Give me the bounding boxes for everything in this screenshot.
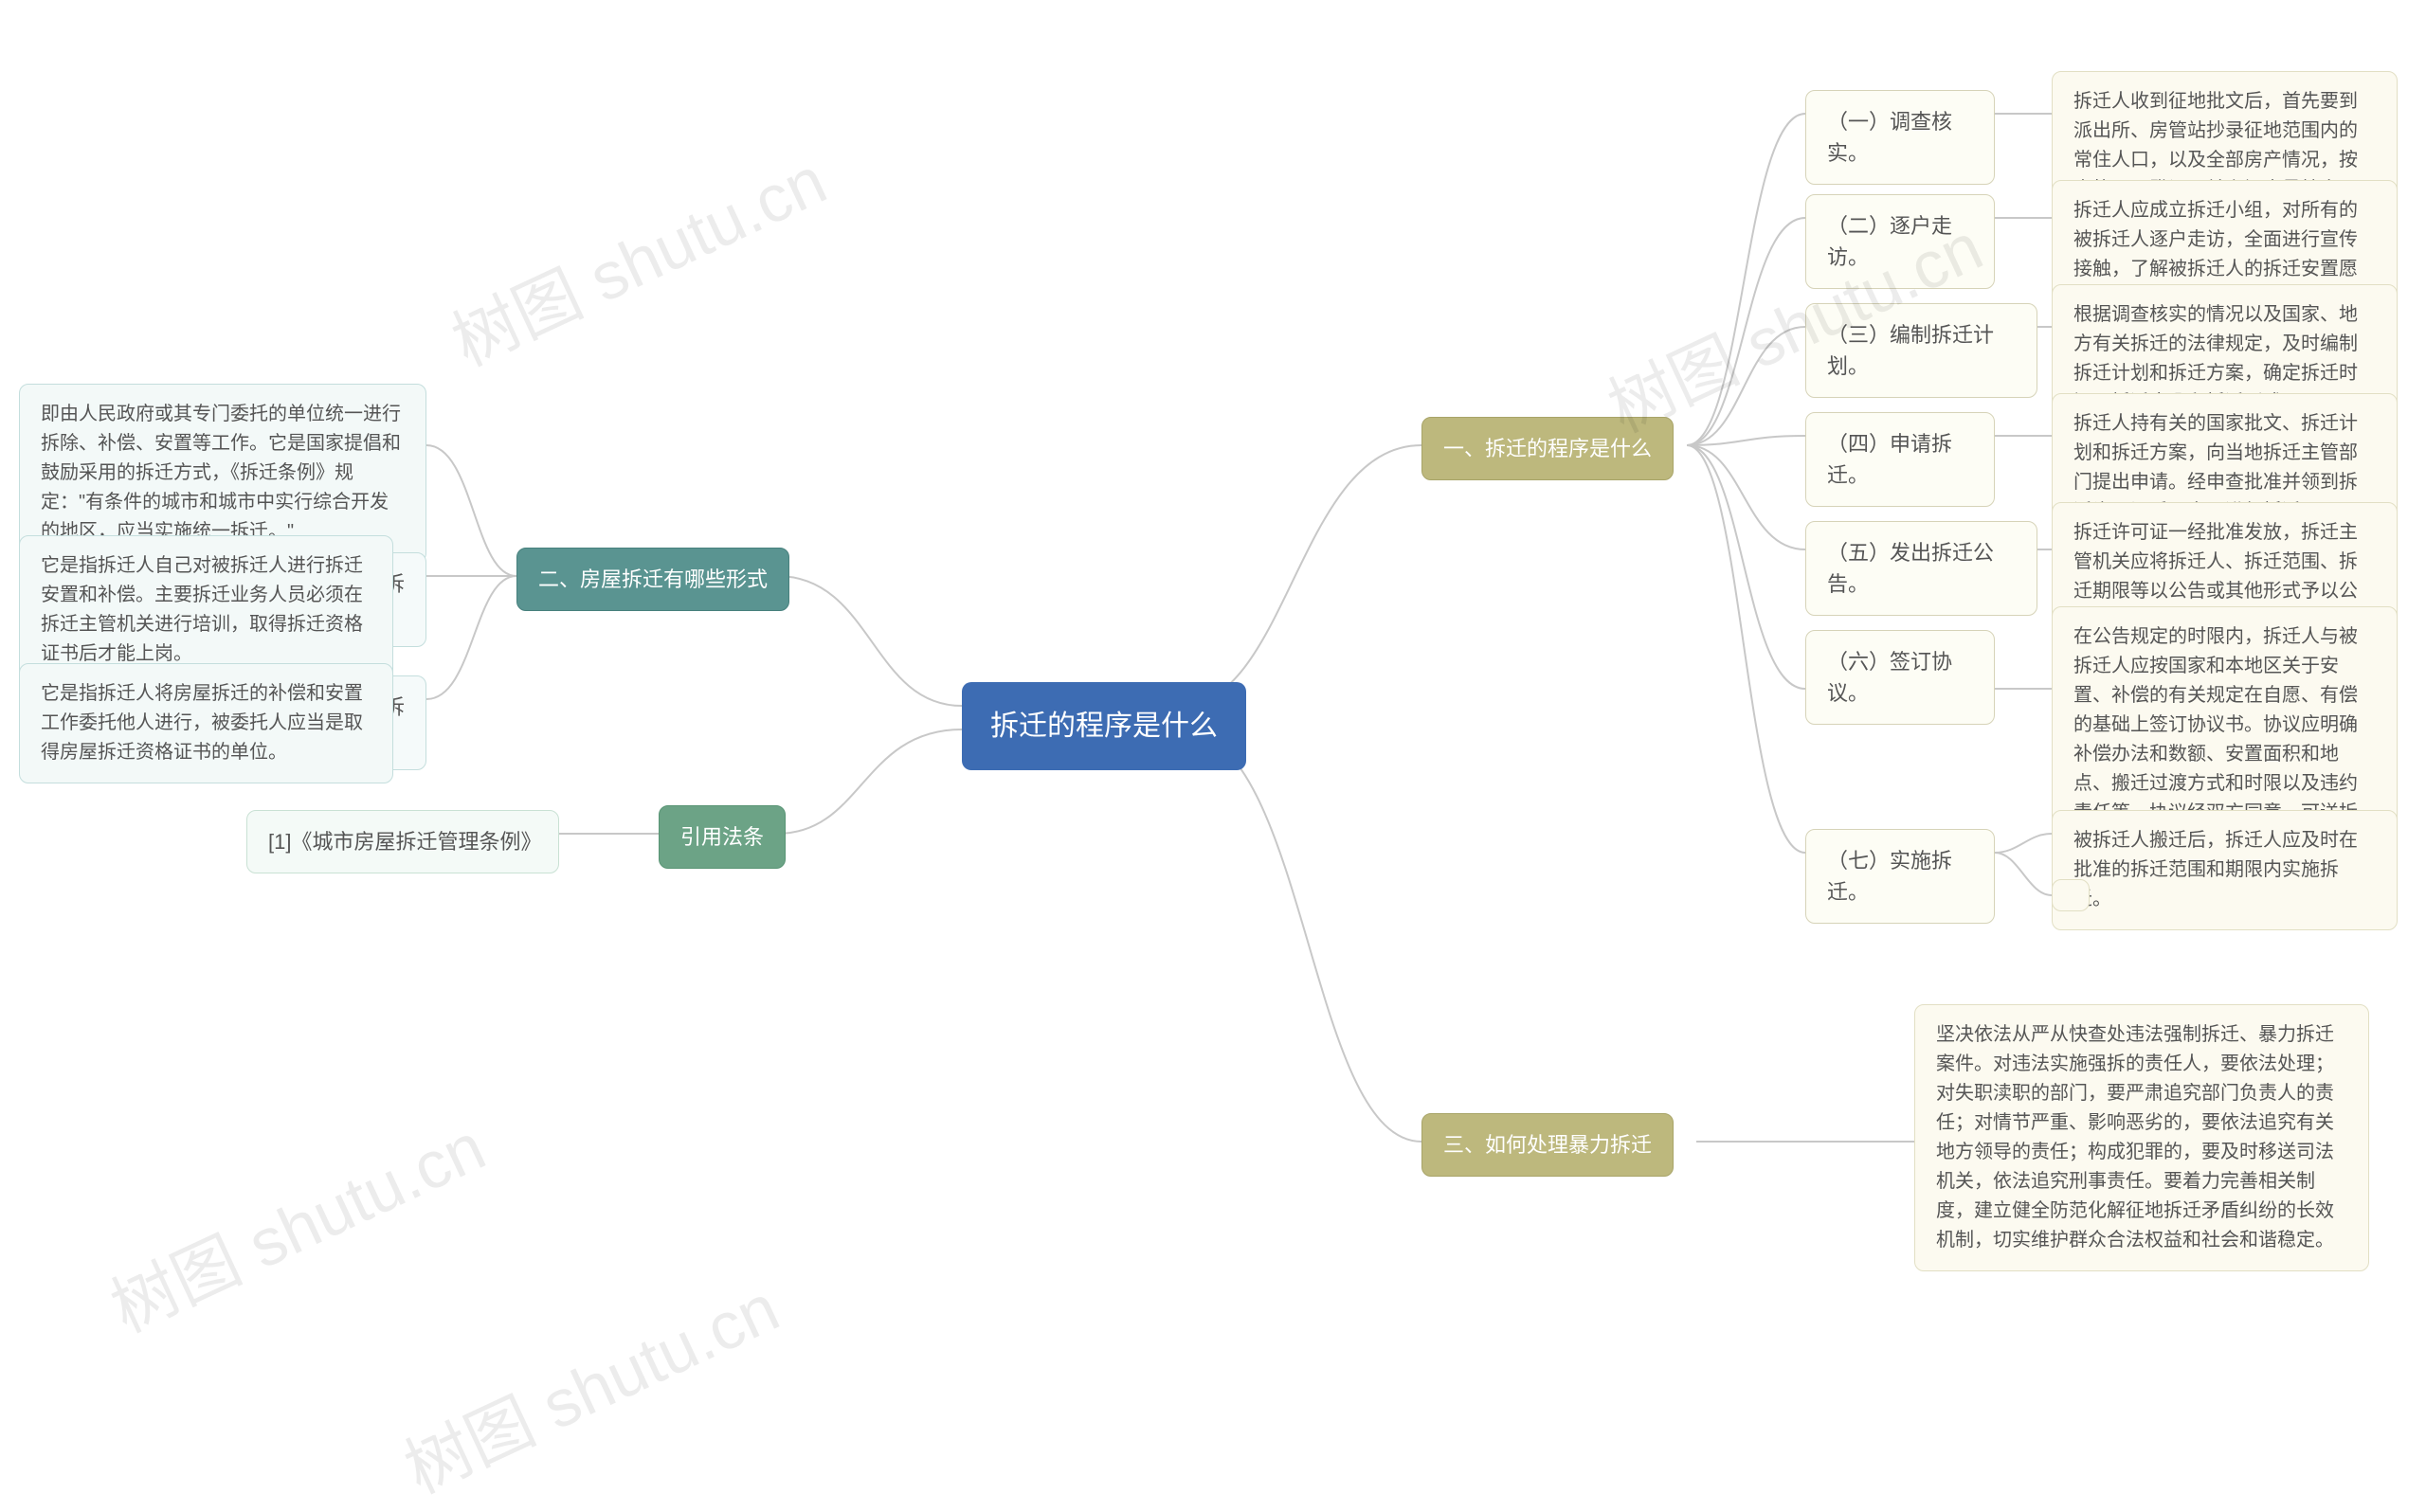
section-3: 三、如何处理暴力拆迁 [1421,1113,1674,1177]
watermark: 树图 shutu.cn [435,129,840,386]
section-1-item: （七）实施拆迁。 [1805,829,1995,924]
section-3-desc: 坚决依法从严从快查处违法强制拆迁、暴力拆迁案件。对违法实施强拆的责任人，要依法处… [1914,1004,2369,1271]
section-1-item: （三）编制拆迁计划。 [1805,303,2037,398]
section-1-item: （四）申请拆迁。 [1805,412,1995,507]
section-1-item: （五）发出拆迁公告。 [1805,521,2037,616]
section-1: 一、拆迁的程序是什么 [1421,417,1674,480]
citation-section: 引用法条 [659,805,786,869]
section-1-desc: 被拆迁人搬迁后，拆迁人应及时在批准的拆迁范围和期限内实施拆迁。 [2052,810,2398,930]
section-1-item: （一）调查核实。 [1805,90,1995,185]
section-1-empty [2052,879,2090,911]
section-1-item: （二）逐户走访。 [1805,194,1995,289]
root-node: 拆迁的程序是什么 [962,682,1246,770]
section-2-desc: 它是指拆迁人将房屋拆迁的补偿和安置工作委托他人进行，被委托人应当是取得房屋拆迁资… [19,663,393,783]
citation-item: [1]《城市房屋拆迁管理条例》 [246,810,559,873]
watermark: 树图 shutu.cn [94,1095,498,1352]
watermark: 树图 shutu.cn [388,1256,792,1512]
section-1-item: （六）签订协议。 [1805,630,1995,725]
section-2: 二、房屋拆迁有哪些形式 [516,548,789,611]
